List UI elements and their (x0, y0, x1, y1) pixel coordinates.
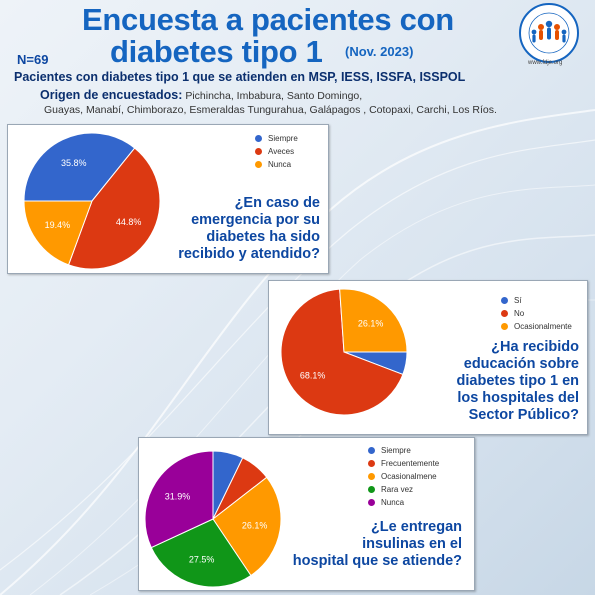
question-line-education-1: ¿Ha recibido (491, 339, 579, 355)
legend-label: Aveces (268, 147, 295, 156)
legend-label: Nunca (381, 498, 405, 507)
sample-size: N=69 (17, 52, 49, 67)
legend-label: Siempre (268, 134, 298, 143)
legend-emergency: Siempre Aveces Nunca (255, 132, 298, 171)
legend-label: Sí (514, 296, 522, 305)
legend-swatch (501, 310, 508, 317)
legend-item-insulin-5: Nunca (368, 496, 439, 509)
data-label-insulin-3: 26.1% (242, 521, 268, 531)
pie-slice-education-3 (339, 288, 408, 353)
question-line-insulin-3: hospital que se atiende? (292, 553, 462, 569)
legend-insulin: Siempre Frecuentemente Ocasionalmene Rara v… (368, 444, 439, 509)
legend-item-insulin-1: Siempre (368, 444, 439, 457)
legend-label: Nunca (268, 160, 292, 169)
page-title-line2: diabetes tipo 1 (110, 34, 323, 69)
foundation-logo (519, 3, 579, 63)
legend-swatch (368, 473, 375, 480)
origin-lead: Origen de encuestados: (40, 88, 183, 102)
data-label-education-2: 68.1% (300, 370, 326, 380)
question-line-education-3: diabetes tipo 1 en (456, 373, 579, 389)
legend-education: Sí No Ocasionalmente (501, 294, 572, 333)
legend-item-insulin-4: Rara vez (368, 483, 439, 496)
survey-date: (Nov. 2023) (345, 44, 414, 59)
question-line-emergency-3: diabetes ha sido (206, 229, 320, 245)
question-line-education-5: Sector Público? (468, 407, 579, 423)
legend-swatch (368, 460, 375, 467)
origin-line2: Guayas, Manabí, Chimborazo, Esmeraldas T… (44, 104, 497, 116)
chart-panel-insulin: 26.1% 27.5% 31.9% Siempre Frecuentemente Oca… (138, 437, 475, 591)
pie-slice-emergency-2 (67, 147, 161, 270)
legend-item-insulin-3: Ocasionalmene (368, 470, 439, 483)
legend-label: Ocasionalmene (381, 472, 437, 481)
legend-swatch (255, 148, 262, 155)
data-label-emergency-1: 35.8% (61, 158, 87, 168)
pie-slice-insulin-3 (212, 476, 282, 577)
question-line-education-4: los hospitales del (457, 390, 579, 406)
pie-slice-emergency-3 (23, 200, 93, 266)
legend-swatch (255, 161, 262, 168)
data-label-insulin-4: 27.5% (189, 555, 215, 565)
data-label-emergency-2: 44.8% (116, 217, 142, 227)
legend-item-emergency-2: Aveces (255, 145, 298, 158)
legend-swatch (368, 499, 375, 506)
question-education: ¿Ha recibido educación sobre diabetes tipo… (457, 339, 579, 424)
origin-line1: Origen de encuestados: Pichincha, Imbabu… (40, 88, 362, 102)
legend-label: Siempre (381, 446, 411, 455)
pie-slice-insulin-5 (144, 450, 214, 549)
page-title-line1: Encuesta a pacientes con (82, 2, 454, 37)
question-line-education-2: educación sobre (463, 356, 579, 372)
data-label-insulin-5: 31.9% (165, 491, 191, 501)
legend-item-education-1: Sí (501, 294, 572, 307)
legend-label: Rara vez (381, 485, 414, 494)
pie-chart-insulin: 26.1% 27.5% 31.9% (144, 450, 282, 588)
question-line-emergency-1: ¿En caso de (234, 195, 320, 211)
question-line-insulin-2: insulinas en el (362, 536, 462, 552)
pie-chart-emergency: 35.8% 44.8% 19.4% (23, 132, 161, 270)
logo-url: www.fdje.org (528, 60, 563, 66)
legend-item-emergency-1: Siempre (255, 132, 298, 145)
chart-panel-education: 68.1% 26.1% Sí No Ocasionalmente ¿Ha recibi… (268, 280, 588, 435)
data-label-education-3: 26.1% (358, 318, 384, 328)
legend-item-education-2: No (501, 307, 572, 320)
question-line-emergency-2: emergencia por su (191, 212, 320, 228)
legend-item-education-3: Ocasionalmente (501, 320, 572, 333)
question-emergency: ¿En caso de emergencia por su diabetes ha … (178, 195, 320, 263)
pie-slice-emergency-1 (23, 132, 136, 202)
question-line-insulin-1: ¿Le entregan (370, 519, 462, 535)
question-insulin: ¿Le entregan insulinas en el hospital que … (293, 519, 462, 570)
data-label-emergency-3: 19.4% (45, 220, 71, 230)
legend-item-insulin-2: Frecuentemente (368, 457, 439, 470)
legend-label: Frecuentemente (381, 459, 440, 468)
legend-item-emergency-3: Nunca (255, 158, 298, 171)
origin-text1: Pichincha, Imbabura, Santo Domingo, (182, 90, 363, 102)
legend-label: No (514, 309, 525, 318)
subtitle: Pacientes con diabetes tipo 1 que se ati… (14, 70, 466, 84)
question-line-emergency-4: recibido y atendido? (178, 246, 320, 262)
pie-slice-insulin-4 (150, 518, 252, 588)
pie-chart-education: 68.1% 26.1% (280, 288, 408, 416)
chart-panel-emergency: 35.8% 44.8% 19.4% Siempre Aveces Nunca ¿En c… (7, 124, 329, 274)
pie-slice-education-2 (280, 288, 404, 416)
legend-swatch (368, 447, 375, 454)
legend-swatch (255, 135, 262, 142)
legend-swatch (501, 297, 508, 304)
legend-swatch (501, 323, 508, 330)
legend-swatch (368, 486, 375, 493)
legend-label: Ocasionalmente (514, 322, 572, 331)
